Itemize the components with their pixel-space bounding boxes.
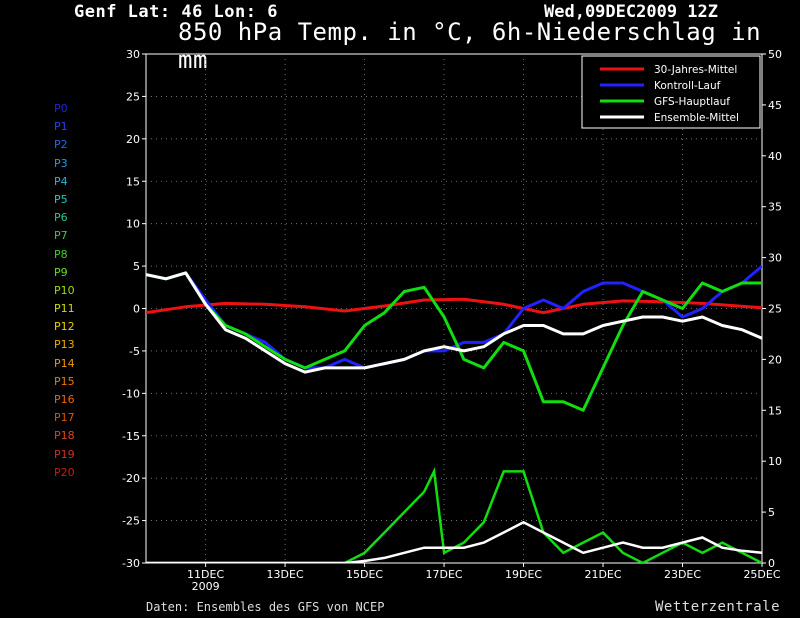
temperature-line	[146, 271, 762, 412]
x-tick-label: 19DEC	[505, 568, 542, 581]
run-date: Wed,09DEC2009 12Z	[544, 2, 718, 22]
y-tick-label-right: 20	[768, 353, 782, 366]
y-tick-label-left: 25	[126, 90, 140, 103]
member-label: P4	[54, 174, 68, 188]
y-tick-label-left: 30	[126, 48, 140, 61]
y-tick-label-left: -25	[122, 515, 140, 528]
member-label: P2	[54, 138, 68, 152]
precip-line	[146, 520, 762, 563]
chart-title: 850 hPa Temp. in °C, 6h-Niederschlag in …	[178, 18, 762, 74]
x-tick-label: 23DEC	[664, 568, 701, 581]
member-label: P14	[54, 356, 75, 370]
x-tick-sublabel: 2009	[192, 580, 220, 593]
y-tick-label-right: 45	[768, 99, 782, 112]
y-tick-label-left: 10	[126, 218, 140, 231]
plot-frame	[145, 53, 763, 564]
member-label: P15	[54, 374, 75, 388]
x-tick-label: 13DEC	[267, 568, 304, 581]
y-tick-label-left: 15	[126, 175, 140, 188]
legend-label: Kontroll-Lauf	[654, 80, 721, 92]
member-label: P20	[54, 465, 75, 479]
member-label: P9	[54, 265, 68, 279]
x-tick-label: 25DEC	[743, 568, 780, 581]
member-label: P8	[54, 247, 68, 261]
legend-label: Ensemble-Mittel	[654, 112, 739, 124]
legend-label: GFS-Hauptlauf	[654, 96, 730, 108]
y-tick-label-left: 5	[133, 260, 140, 273]
y-tick-label-left: -15	[122, 430, 140, 443]
y-tick-label-right: 40	[768, 150, 782, 163]
y-tick-label-left: -30	[122, 557, 140, 570]
y-tick-label-right: 10	[768, 455, 782, 468]
y-tick-label-right: 0	[768, 557, 775, 570]
y-tick-label-left: -5	[129, 345, 140, 358]
member-label: P18	[54, 429, 75, 443]
y-tick-label-left: 20	[126, 133, 140, 146]
brand-label: Wetterzentrale	[655, 599, 781, 615]
member-label: P13	[54, 338, 75, 352]
data-source: Daten: Ensembles des GFS von NCEP	[146, 600, 385, 614]
member-label: P6	[54, 211, 68, 225]
y-tick-label-right: 35	[768, 201, 782, 214]
temperature-line	[146, 271, 762, 374]
y-tick-label-left: -20	[122, 472, 140, 485]
y-tick-label-right: 5	[768, 506, 775, 519]
y-tick-label-right: 15	[768, 404, 782, 417]
temperature-line	[146, 297, 762, 315]
member-label: P11	[54, 302, 75, 316]
member-label: P0	[54, 102, 68, 115]
member-label: P17	[54, 411, 75, 425]
precip-line	[146, 467, 762, 563]
location-label: Genf Lat: 46 Lon: 6	[74, 2, 278, 22]
member-label: P10	[54, 283, 75, 297]
member-label: P12	[54, 320, 75, 334]
x-tick-label: 11DEC	[187, 568, 224, 581]
member-label: P5	[54, 192, 68, 206]
y-tick-label-right: 50	[768, 48, 782, 61]
member-label: P1	[54, 120, 68, 134]
y-tick-label-left: -10	[122, 387, 140, 400]
member-label: P7	[54, 229, 68, 243]
member-label: P19	[54, 447, 75, 461]
x-tick-label: 21DEC	[584, 568, 621, 581]
member-label: P3	[54, 156, 68, 170]
x-tick-label: 15DEC	[346, 568, 383, 581]
y-tick-label-right: 30	[768, 252, 782, 265]
x-tick-label: 17DEC	[426, 568, 463, 581]
y-tick-label-left: 0	[133, 303, 140, 316]
legend-label: 30-Jahres-Mittel	[654, 64, 737, 76]
ensemble-member-list: P0 P1 P2 P3 P4 P5 P6 P7 P8 P9 P10 P11 P12 P13 P14 P15 P1…	[54, 100, 75, 482]
member-label: P16	[54, 393, 75, 406]
y-tick-label-right: 25	[768, 303, 782, 316]
